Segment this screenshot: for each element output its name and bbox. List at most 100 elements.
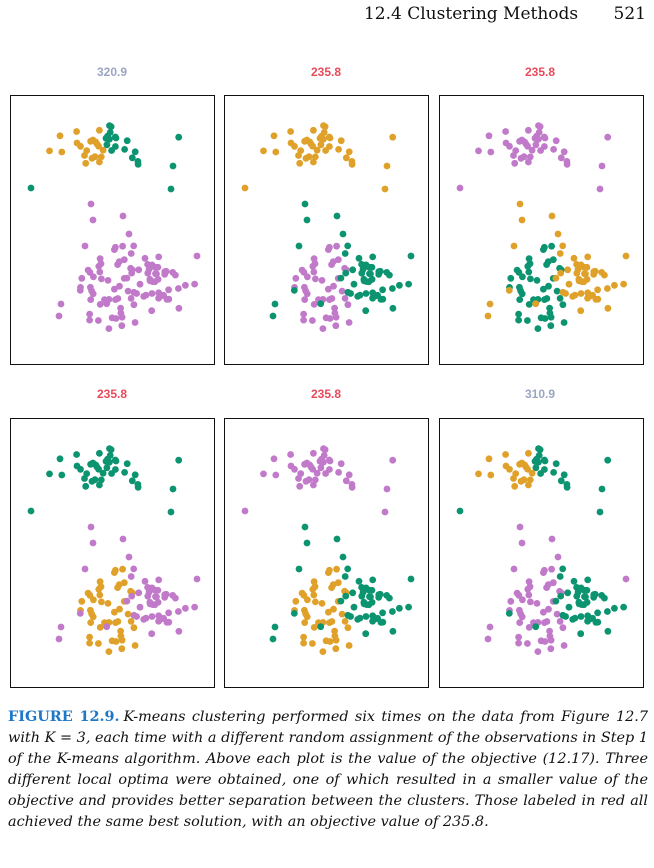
data-point xyxy=(559,301,567,309)
data-point xyxy=(379,286,386,294)
data-point xyxy=(518,290,526,298)
data-point xyxy=(516,523,524,531)
data-point xyxy=(548,565,555,573)
data-point xyxy=(367,270,374,278)
data-point xyxy=(405,280,412,288)
data-point xyxy=(552,274,560,282)
data-point xyxy=(116,605,123,613)
data-point xyxy=(271,300,279,308)
data-point xyxy=(577,584,585,592)
data-point xyxy=(362,261,370,269)
scatter-plot-4 xyxy=(27,445,201,655)
data-point xyxy=(484,312,492,320)
data-point xyxy=(160,614,168,622)
data-point xyxy=(295,565,303,573)
data-point xyxy=(584,253,592,261)
data-point xyxy=(369,576,377,584)
data-point xyxy=(456,184,464,192)
data-point xyxy=(354,293,362,300)
data-point xyxy=(107,446,115,454)
data-point xyxy=(309,640,316,647)
data-point xyxy=(169,485,177,493)
data-point xyxy=(541,566,548,574)
data-point xyxy=(287,451,294,458)
data-point xyxy=(604,627,612,635)
data-point xyxy=(317,623,325,631)
data-point xyxy=(376,267,384,275)
data-point xyxy=(379,295,387,303)
data-point xyxy=(175,627,183,635)
data-point xyxy=(108,637,116,645)
data-point xyxy=(300,316,307,324)
data-point xyxy=(341,573,349,580)
data-point xyxy=(290,287,298,294)
data-point xyxy=(96,268,104,276)
data-point xyxy=(570,577,578,585)
data-point xyxy=(596,508,604,516)
data-point xyxy=(319,325,327,332)
data-point xyxy=(345,319,353,326)
data-point xyxy=(134,483,142,491)
data-point xyxy=(368,263,376,271)
data-point xyxy=(103,141,111,149)
data-point xyxy=(57,623,65,631)
data-point xyxy=(543,618,551,625)
data-point xyxy=(148,584,156,592)
data-point xyxy=(563,483,571,491)
data-point xyxy=(127,618,135,625)
data-point xyxy=(270,455,278,463)
data-point xyxy=(520,476,528,484)
data-point xyxy=(304,273,311,281)
data-point xyxy=(544,258,552,265)
data-point xyxy=(545,282,552,290)
data-point xyxy=(325,285,332,293)
data-point xyxy=(93,463,101,471)
data-point xyxy=(332,636,340,644)
data-point xyxy=(87,200,95,208)
data-point xyxy=(532,141,540,149)
data-point xyxy=(577,290,585,297)
data-point xyxy=(86,316,93,324)
data-point xyxy=(604,285,611,292)
data-point xyxy=(536,446,544,454)
section-title: 12.4 Clustering Methods xyxy=(363,4,579,24)
data-point xyxy=(540,608,547,616)
data-point xyxy=(91,153,99,161)
data-point xyxy=(349,266,357,274)
data-point xyxy=(502,462,510,470)
data-point xyxy=(525,268,533,276)
data-point xyxy=(515,316,522,324)
data-point xyxy=(118,313,126,321)
data-point xyxy=(118,645,126,653)
data-point xyxy=(396,604,403,612)
data-point xyxy=(389,285,396,292)
data-point xyxy=(175,133,183,141)
data-point xyxy=(548,535,556,543)
data-point xyxy=(547,636,555,644)
scatter-panel-5 xyxy=(224,418,429,688)
data-point xyxy=(502,139,510,147)
data-point xyxy=(133,290,140,297)
data-point xyxy=(95,262,103,270)
data-point xyxy=(510,565,518,573)
data-point xyxy=(87,296,95,303)
data-point xyxy=(99,146,107,154)
data-point xyxy=(332,313,340,321)
data-point xyxy=(108,470,115,477)
data-point xyxy=(131,148,139,156)
data-point xyxy=(125,553,133,561)
panel-1-title: 320.9 xyxy=(96,65,128,79)
data-point xyxy=(333,242,340,250)
data-point xyxy=(374,614,381,622)
data-point xyxy=(127,295,135,302)
data-point xyxy=(341,618,349,625)
data-point xyxy=(305,153,313,161)
data-point xyxy=(368,586,376,594)
data-point xyxy=(272,148,280,156)
scatter-panel-6 xyxy=(439,418,644,688)
data-point xyxy=(141,577,149,585)
data-point xyxy=(86,633,93,641)
data-point xyxy=(594,618,602,626)
data-point xyxy=(381,508,389,516)
data-point xyxy=(348,160,356,168)
